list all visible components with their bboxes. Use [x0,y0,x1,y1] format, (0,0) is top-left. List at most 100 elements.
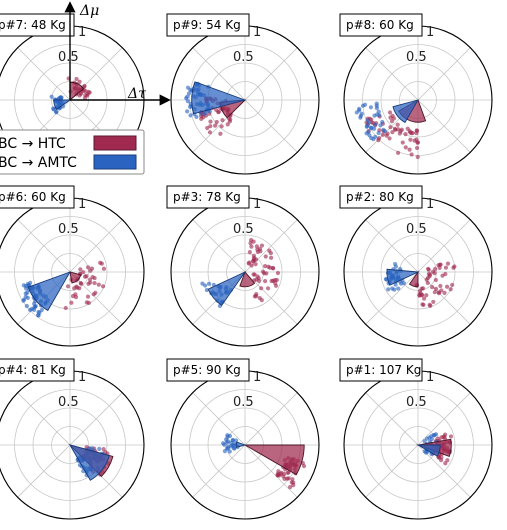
htc-point [263,279,268,284]
htc-point [82,274,88,279]
htc-point [274,277,279,283]
htc-point [392,126,398,131]
r-tick-label: 0.5 [58,222,79,237]
htc-point [426,271,431,277]
htc-point [427,302,432,307]
htc-point [439,288,444,293]
r-tick-label: 1 [78,197,86,212]
r-tick-label: 1 [78,370,86,385]
amtc-point [202,111,207,117]
legend-swatch-htc [93,135,137,151]
amtc-point [366,129,371,135]
htc-point [225,122,230,127]
htc-point [259,286,264,291]
htc-point [266,264,271,269]
htc-point [247,249,252,255]
htc-point [441,434,446,440]
panel-title-box [0,13,75,37]
htc-point [260,269,266,274]
r-tick-label: 1 [426,197,434,212]
amtc-point [24,303,29,309]
amtc-point [21,298,26,303]
htc-point [399,127,404,132]
htc-point [85,294,91,299]
amtc-point [185,109,190,114]
htc-point [256,278,262,284]
htc-point [395,150,401,155]
amtc-point [369,135,374,141]
htc-point [270,278,276,283]
htc-point [101,447,106,452]
amtc-point [32,301,37,306]
htc-point [248,238,254,243]
amtc-point [401,281,407,286]
htc-point [208,119,213,124]
amtc-point [185,85,191,90]
htc-point [259,298,264,303]
r-tick-label: 0.5 [233,222,254,237]
legend: BC → HTC BC → AMTC [0,129,145,175]
htc-point [443,461,448,466]
amtc-point [377,113,382,118]
htc-point [409,152,414,157]
panel-title-box [0,185,75,209]
htc-point [433,277,438,283]
r-tick-label: 0.5 [406,222,427,237]
htc-point [92,280,97,286]
amtc-wedge [235,441,247,448]
amtc-point [229,444,234,449]
htc-point [414,130,419,136]
htc-point [420,302,425,307]
htc-point [89,266,95,271]
htc-point [390,130,395,135]
amtc-point [374,101,379,106]
htc-point [289,480,294,485]
amtc-point [186,91,192,96]
polar-panel: 0.5 1 p#4: 81 Kg [0,358,145,520]
htc-point [436,291,442,296]
htc-point [63,305,68,311]
htc-point [69,300,74,305]
htc-point [78,267,83,272]
htc-point [433,286,439,291]
htc-point [227,119,232,124]
amtc-point [36,309,41,315]
r-tick-label: 0.5 [58,50,79,65]
htc-wedge [239,271,256,288]
htc-point [65,284,71,289]
panel-title: p#2: 80 Kg [346,190,414,204]
amtc-point [221,441,226,446]
r-tick-label: 1 [253,370,261,385]
htc-point [436,455,442,460]
htc-point [445,261,451,266]
r-tick-label: 1 [426,370,434,385]
r-tick-label: 0.5 [233,50,254,65]
htc-point [415,154,420,160]
polar-panel: 0.5 1 p#6: 60 Kg [0,185,145,347]
amtc-point [393,282,398,287]
polar-panel: 0.5 1 p#5: 90 Kg [166,358,320,520]
htc-point [277,473,282,478]
htc-point [254,244,259,249]
amtc-point [386,287,391,292]
amtc-point [376,130,381,136]
amtc-point [21,283,26,288]
htc-point [249,244,254,249]
htc-point [255,274,260,279]
htc-point [408,130,413,135]
htc-point [448,434,454,439]
amtc-point [49,94,54,99]
htc-point [252,294,257,299]
amtc-wedge [53,99,72,110]
amtc-point [89,446,95,451]
amtc-point [390,286,395,291]
htc-point [220,118,225,123]
r-tick-label: 1 [253,25,261,40]
amtc-wedge [207,270,247,306]
htc-point [403,145,408,150]
htc-point [269,255,274,260]
htc-point [73,292,78,297]
r-tick-label: 0.5 [58,395,79,410]
y-axis-label: Δμ [79,3,99,19]
htc-point [395,122,400,127]
